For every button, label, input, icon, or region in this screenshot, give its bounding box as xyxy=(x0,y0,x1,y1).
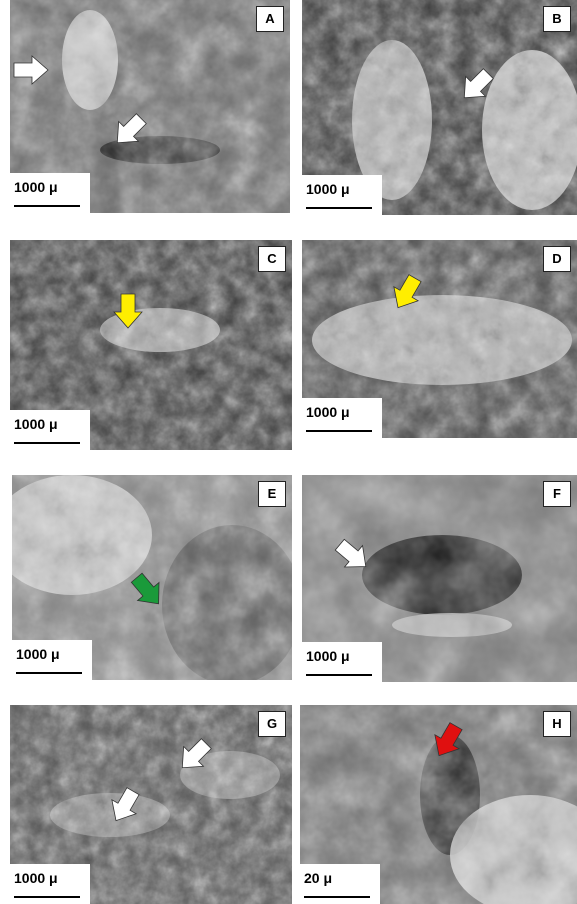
scale-label: 1000 μ xyxy=(306,404,350,420)
panel-letter: F xyxy=(543,481,571,507)
scale-bar xyxy=(14,896,80,898)
scale-bar xyxy=(306,207,372,209)
scale-label: 1000 μ xyxy=(14,870,58,886)
micrograph-panel: G 1000 μ xyxy=(10,705,292,904)
micrograph-panel: C 1000 μ xyxy=(10,240,292,450)
panel-letter: B xyxy=(543,6,571,32)
micrograph-panel: B 1000 μ xyxy=(302,0,577,215)
panel-letter: D xyxy=(543,246,571,272)
scale-label: 1000 μ xyxy=(16,646,60,662)
panel-letter: C xyxy=(258,246,286,272)
scale-box: 1000 μ xyxy=(10,173,90,213)
scale-label: 1000 μ xyxy=(306,181,350,197)
scale-bar xyxy=(16,672,82,674)
scale-box: 1000 μ xyxy=(10,864,90,904)
scale-box: 1000 μ xyxy=(302,175,382,215)
micrograph-panel: H 20 μ xyxy=(300,705,577,904)
scale-box: 1000 μ xyxy=(302,642,382,682)
micrograph-panel: E 1000 μ xyxy=(12,475,292,680)
scale-box: 1000 μ xyxy=(302,398,382,438)
scale-bar xyxy=(306,674,372,676)
panel-letter: H xyxy=(543,711,571,737)
scale-bar xyxy=(14,442,80,444)
scale-label: 1000 μ xyxy=(14,179,58,195)
scale-bar xyxy=(304,896,370,898)
scale-bar xyxy=(306,430,372,432)
micrograph-panel: F 1000 μ xyxy=(302,475,577,682)
scale-box: 1000 μ xyxy=(12,640,92,680)
micrograph-panel: A 1000 μ xyxy=(10,0,290,213)
micrograph-panel: D 1000 μ xyxy=(302,240,577,438)
scale-bar xyxy=(14,205,80,207)
scale-box: 20 μ xyxy=(300,864,380,904)
scale-label: 1000 μ xyxy=(306,648,350,664)
panel-letter: G xyxy=(258,711,286,737)
panel-letter: E xyxy=(258,481,286,507)
scale-label: 20 μ xyxy=(304,870,332,886)
scale-box: 1000 μ xyxy=(10,410,90,450)
panel-letter: A xyxy=(256,6,284,32)
scale-label: 1000 μ xyxy=(14,416,58,432)
figure: A 1000 μ B 1000 μ C 1000 μ D 1000 μ E 1000 μ F 1000… xyxy=(0,0,577,904)
